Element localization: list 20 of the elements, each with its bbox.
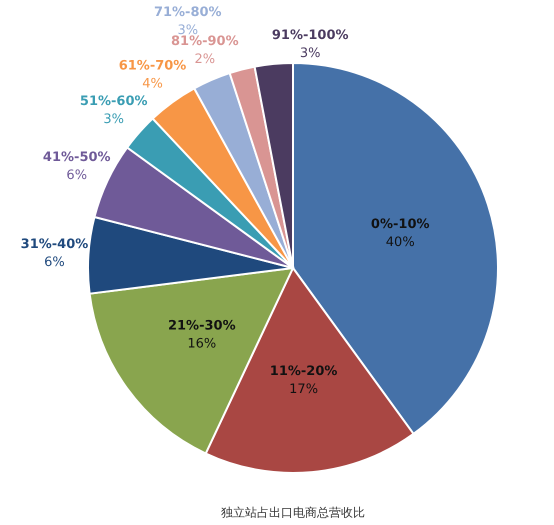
data-label: 17% — [289, 382, 318, 398]
data-label: 2% — [194, 52, 216, 67]
slice-label: 61%-70% — [118, 58, 186, 74]
slice-label: 41%-50% — [42, 150, 111, 166]
slice-label: 71%-80% — [154, 4, 222, 20]
data-label: 6% — [44, 254, 65, 270]
text: 独立站占出口电商总营收比 — [221, 506, 365, 520]
slice-label: 91%-100% — [272, 28, 349, 43]
slice-label: 31%-40% — [20, 236, 88, 252]
data-label: 3% — [300, 46, 321, 61]
slice-label: 21%-30% — [168, 318, 236, 334]
data-label: 4% — [142, 76, 163, 92]
data-label: 6% — [66, 168, 88, 184]
slice-label: 11%-20% — [270, 364, 338, 380]
slice-label: 51%-60% — [80, 94, 148, 109]
data-label: 3% — [103, 112, 124, 127]
slice-label: 81%-90% — [170, 34, 239, 49]
slice-label: 0%-10% — [370, 217, 430, 232]
data-label: 40% — [386, 235, 415, 250]
data-label: 16% — [187, 336, 216, 352]
